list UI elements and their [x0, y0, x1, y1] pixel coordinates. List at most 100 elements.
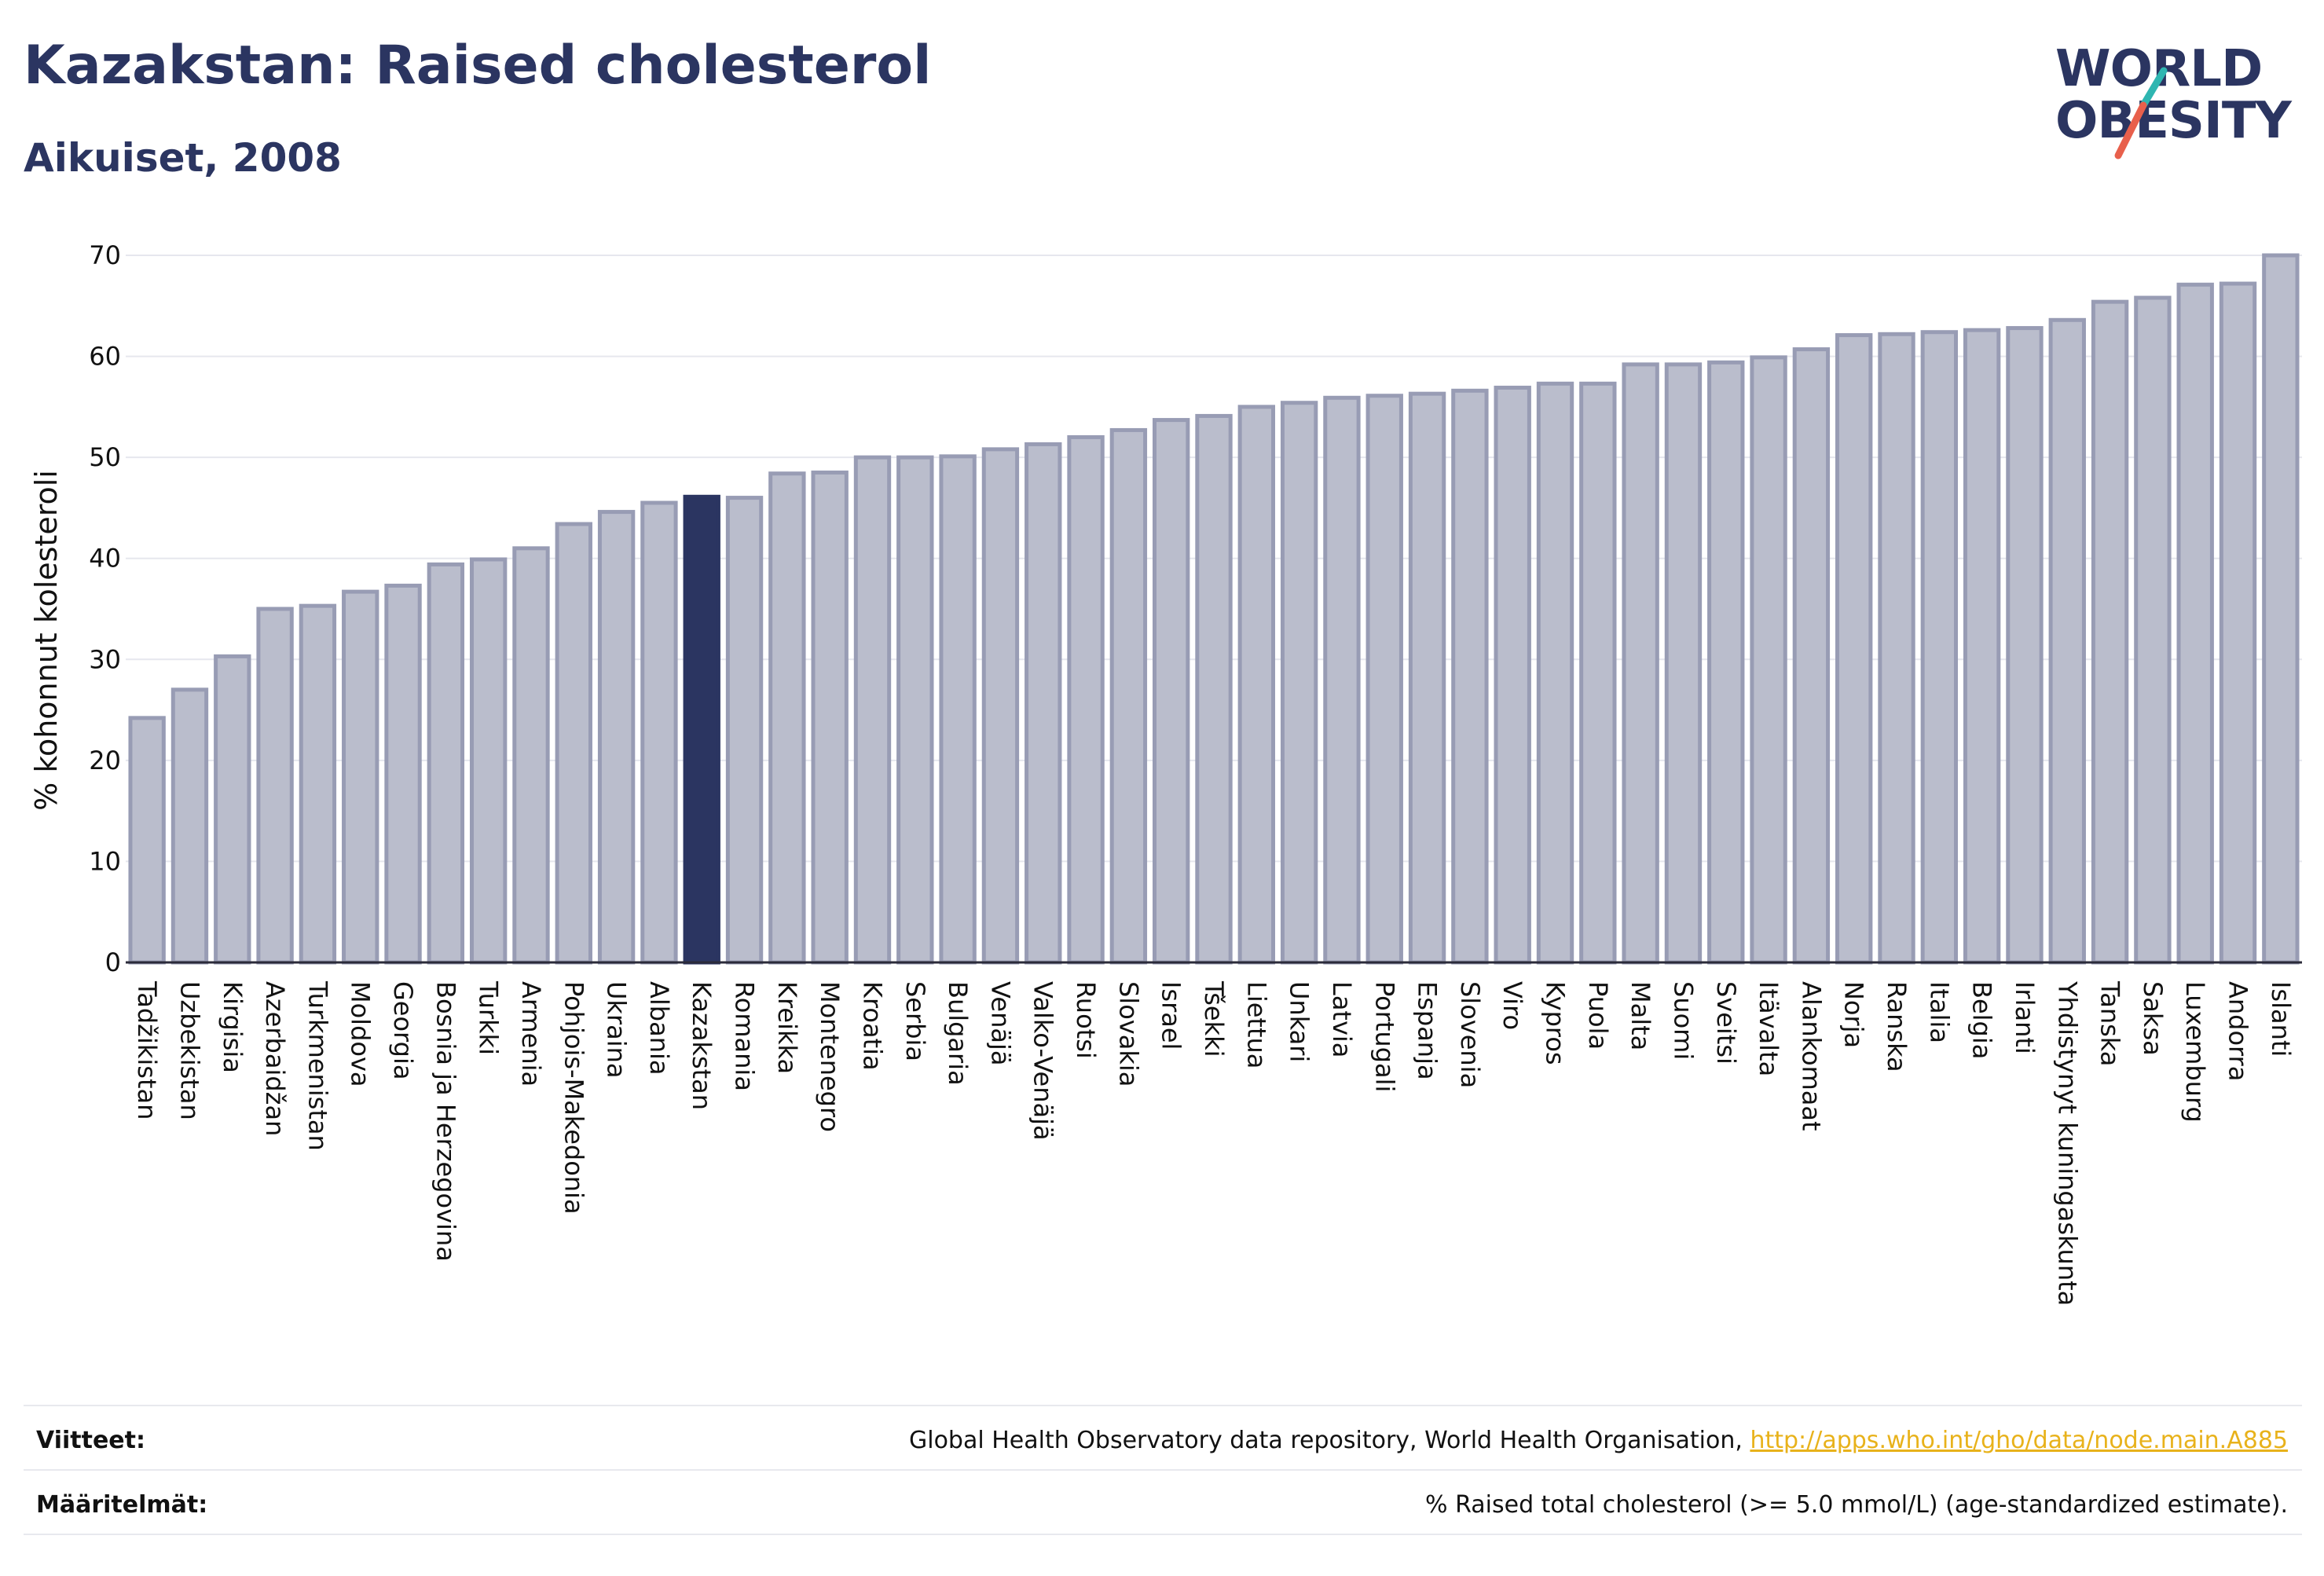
sources-text: Global Health Observatory data repositor…: [909, 1427, 2288, 1454]
y-tick-label: 20: [89, 746, 121, 775]
bar-irlanti[interactable]: [2006, 326, 2044, 965]
x-tick-label: Pohjois-Makedonia: [559, 981, 588, 1215]
bar-albania[interactable]: [640, 500, 678, 965]
bar-venäjä[interactable]: [981, 447, 1020, 965]
x-tick-label: Andorra: [2223, 981, 2253, 1081]
x-tick-label: Saksa: [2138, 981, 2168, 1056]
x-tick-label: Espanja: [1413, 981, 1442, 1080]
y-tick-labels: 0 10 20 30 40 50 60 70: [89, 240, 121, 977]
x-tick-label: Kreikka: [772, 981, 802, 1074]
bar-islanti[interactable]: [2262, 253, 2300, 965]
bar-unkari[interactable]: [1280, 401, 1318, 965]
bar-tšekki[interactable]: [1195, 413, 1233, 965]
bar-andorra[interactable]: [2219, 281, 2257, 965]
bars: [128, 253, 2300, 965]
bar-ruotsi[interactable]: [1067, 434, 1105, 965]
bar-kazakstan[interactable]: [683, 494, 720, 965]
x-tick-label: Kypros: [1541, 981, 1571, 1065]
y-tick-label: 10: [89, 846, 121, 876]
x-tick-label: Kroatia: [857, 981, 887, 1071]
bar-kreikka[interactable]: [768, 471, 806, 965]
bar-ranska[interactable]: [1878, 332, 1915, 965]
x-tick-label: Irlanti: [2010, 981, 2040, 1054]
bar-kirgisia[interactable]: [214, 654, 251, 965]
x-tick-label: Moldova: [346, 981, 376, 1087]
bar-slovakia[interactable]: [1109, 427, 1148, 965]
y-tick-label: 0: [105, 947, 121, 977]
bar-viro[interactable]: [1494, 385, 1531, 965]
bar-suomi[interactable]: [1664, 362, 1703, 965]
x-tick-label: Ruotsi: [1071, 981, 1101, 1059]
logo-slash-icon: [2114, 67, 2168, 159]
bar-tadžikistan[interactable]: [128, 716, 166, 965]
x-tick-label: Norja: [1839, 981, 1869, 1048]
bar-turkki[interactable]: [469, 557, 508, 965]
x-tick-label: Slovakia: [1113, 981, 1143, 1087]
chart-subtitle: Aikuiset, 2008: [24, 135, 342, 181]
x-tick-label: Itävalta: [1754, 981, 1783, 1076]
bar-norja[interactable]: [1835, 333, 1873, 965]
definitions-text: % Raised total cholesterol (>= 5.0 mmol/…: [1425, 1491, 2288, 1519]
x-tick-label: Malta: [1626, 981, 1655, 1050]
x-tick-label: Romania: [730, 981, 760, 1091]
x-tick-label: Suomi: [1668, 981, 1698, 1060]
bar-slovenia[interactable]: [1451, 388, 1489, 965]
y-tick-label: 70: [89, 240, 121, 270]
bar-espanja[interactable]: [1408, 391, 1446, 965]
bar-latvia[interactable]: [1323, 395, 1361, 965]
x-tick-label: Uzbekistan: [174, 981, 204, 1120]
bar-armenia[interactable]: [512, 546, 550, 965]
bar-valko-venäjä[interactable]: [1025, 442, 1062, 965]
x-tick-label: Venäjä: [985, 981, 1015, 1065]
footer-divider: [24, 1534, 2302, 1535]
bar-itävalta[interactable]: [1750, 355, 1787, 965]
x-tick-label: Kazakstan: [687, 981, 717, 1110]
bar-portugali[interactable]: [1365, 394, 1403, 965]
bar-alankomaat[interactable]: [1792, 347, 1831, 965]
bar-bosnia-ja-herzegovina[interactable]: [427, 562, 465, 965]
x-tick-label: Latvia: [1327, 981, 1357, 1057]
x-tick-label: Tanska: [2095, 980, 2125, 1066]
bar-italia[interactable]: [1920, 330, 1959, 965]
x-tick-labels: Tadžikistan Uzbekistan Kirgisia Azerbaidžan…: [132, 980, 2296, 1306]
bar-turkmenistan[interactable]: [299, 603, 337, 965]
bar-azerbaidžan[interactable]: [256, 607, 294, 965]
bar-malta[interactable]: [1622, 362, 1659, 965]
definitions-label: Määritelmät:: [36, 1491, 208, 1519]
bar-belgia[interactable]: [1963, 328, 2001, 965]
bar-moldova[interactable]: [342, 589, 379, 965]
bar-israel[interactable]: [1153, 418, 1190, 965]
bar-kypros[interactable]: [1536, 381, 1574, 965]
bar-sveitsi[interactable]: [1707, 360, 1745, 965]
bar-yhdistynyt-kuningaskunta[interactable]: [2048, 317, 2086, 965]
sources-link[interactable]: http://apps.who.int/gho/data/node.main.A…: [1750, 1427, 2288, 1454]
bar-luxemburg[interactable]: [2176, 282, 2214, 965]
x-tick-label: Liettua: [1241, 981, 1271, 1068]
x-tick-label: Alankomaat: [1796, 981, 1826, 1131]
bar-puola[interactable]: [1579, 381, 1617, 965]
x-tick-label: Israel: [1157, 981, 1186, 1050]
x-tick-label: Italia: [1924, 981, 1954, 1043]
bar-montenegro[interactable]: [811, 470, 849, 965]
chart-title: Kazakstan: Raised cholesterol: [24, 35, 932, 97]
bar-uzbekistan[interactable]: [170, 687, 209, 965]
x-tick-label: Slovenia: [1455, 981, 1485, 1088]
bar-bulgaria[interactable]: [939, 454, 977, 965]
bar-kroatia[interactable]: [853, 455, 892, 965]
x-tick-label: Serbia: [900, 981, 930, 1061]
footer-divider: [24, 1405, 2302, 1406]
y-tick-label: 30: [89, 644, 121, 674]
bar-serbia[interactable]: [896, 455, 934, 965]
bar-ukraina[interactable]: [597, 510, 636, 965]
x-tick-label: Islanti: [2266, 981, 2296, 1057]
bar-tanska[interactable]: [2091, 299, 2129, 965]
x-tick-label: Unkari: [1285, 981, 1314, 1062]
bar-liettua[interactable]: [1237, 405, 1275, 965]
bar-romania[interactable]: [725, 496, 764, 965]
x-tick-label: Kirgisia: [218, 981, 247, 1073]
x-tick-label: Ukraina: [602, 981, 632, 1079]
bar-pohjois-makedonia[interactable]: [555, 522, 592, 965]
bar-georgia[interactable]: [384, 583, 422, 965]
x-tick-label: Turkmenistan: [302, 980, 332, 1151]
bar-saksa[interactable]: [2134, 295, 2172, 965]
